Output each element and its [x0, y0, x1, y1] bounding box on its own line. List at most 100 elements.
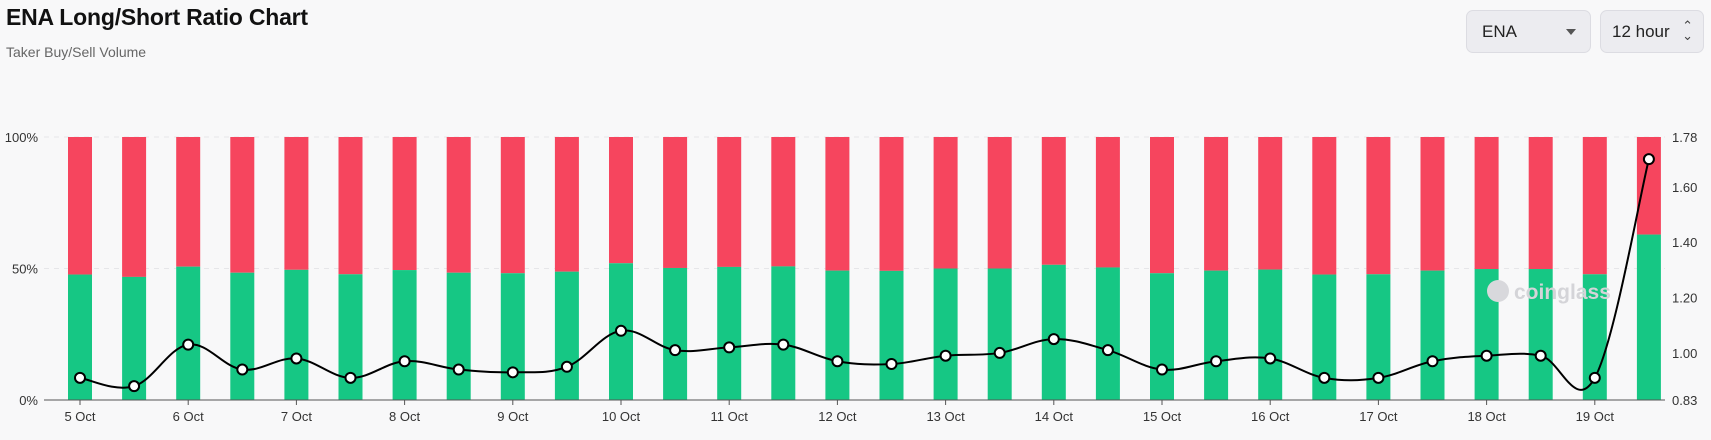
chart-axes: 0% 50% 100% 0.83 1.00 1.20 1.40 1.60 1.78 5 Oct 6 … [5, 130, 1698, 424]
ratio-point [1210, 355, 1223, 368]
x-tick-label: 13 Oct [926, 409, 965, 424]
bar-short [1041, 137, 1066, 265]
ratio-point [1101, 344, 1114, 357]
bar-long [1041, 264, 1066, 400]
bar-long [1204, 270, 1229, 400]
chart-subtitle: Taker Buy/Sell Volume [6, 44, 147, 60]
bar-short [392, 137, 417, 271]
bar-short [338, 137, 363, 275]
x-tick-label: 18 Oct [1467, 409, 1506, 424]
ratio-point [290, 352, 303, 365]
ratio-point [1372, 371, 1385, 384]
bar-short [1095, 137, 1120, 268]
chevron-down-icon [1566, 29, 1576, 35]
x-tick-label: 19 Oct [1576, 409, 1615, 424]
bar-long [1258, 269, 1283, 400]
bar-long [284, 269, 309, 400]
x-tick-label: 8 Oct [389, 409, 420, 424]
bar-long [825, 270, 850, 400]
bar-short [1312, 137, 1337, 275]
y-right-tick-label: 1.00 [1672, 346, 1697, 361]
bar-short [771, 137, 796, 267]
x-tick-label: 11 Oct [711, 409, 749, 424]
bar-long [230, 272, 255, 400]
coin-select[interactable]: ENA [1466, 10, 1591, 53]
bar-long [1095, 267, 1120, 400]
bar-long [446, 272, 471, 400]
bar-long [122, 276, 147, 400]
bar-short [717, 137, 742, 267]
y-right-tick-label: 0.83 [1672, 393, 1697, 408]
x-tick-label: 12 Oct [818, 409, 857, 424]
ratio-point [560, 360, 573, 373]
bar-short [879, 137, 904, 271]
x-tick-label: 14 Oct [1035, 409, 1074, 424]
bar-long [771, 266, 796, 400]
bar-short [609, 137, 633, 264]
bar-long [879, 270, 904, 400]
ratio-point [1426, 355, 1439, 368]
bar-short [284, 137, 309, 270]
ratio-line [79, 158, 1650, 391]
y-left-tick-label: 100% [5, 130, 39, 145]
ratio-point [1588, 371, 1601, 384]
ratio-point [1642, 153, 1655, 166]
bar-long [1420, 270, 1445, 400]
x-tick-label: 17 Oct [1359, 409, 1398, 424]
ratio-point [452, 363, 465, 376]
bar-long [554, 271, 579, 400]
ratio-point [182, 338, 195, 351]
chart-bars [68, 137, 1661, 400]
x-tick-label: 5 Oct [64, 409, 95, 424]
ratio-point [1264, 352, 1277, 365]
bar-short [1474, 137, 1499, 270]
sort-updown-icon: ⌃ ⌄ [1682, 18, 1693, 43]
ratio-point [1534, 349, 1547, 362]
ratio-point [236, 363, 249, 376]
bar-short [1636, 137, 1661, 235]
y-right-tick-label: 1.20 [1672, 291, 1697, 306]
ratio-point [831, 355, 844, 368]
bar-long [987, 268, 1012, 400]
ratio-point [344, 371, 357, 384]
y-left-tick-label: 0% [19, 393, 38, 408]
ratio-point [74, 371, 86, 384]
y-right-tick-label: 1.78 [1672, 130, 1697, 145]
ratio-point [723, 341, 736, 354]
interval-select[interactable]: 12 hour ⌃ ⌄ [1600, 10, 1704, 53]
ratio-line-group [74, 153, 1655, 393]
bar-short [1150, 137, 1174, 274]
ratio-point [128, 380, 141, 393]
bar-short [176, 137, 201, 267]
bar-short [500, 137, 525, 274]
bar-short [933, 137, 958, 269]
bar-long [717, 266, 742, 400]
interval-select-value: 12 hour [1612, 21, 1670, 41]
coin-select-value: ENA [1482, 21, 1517, 41]
watermark-text: coinglass [1514, 281, 1611, 304]
ratio-point [1047, 333, 1060, 346]
ratio-point [669, 344, 682, 357]
coinglass-logo-icon [1487, 280, 1509, 302]
ratio-point [1318, 371, 1331, 384]
bar-short [987, 137, 1012, 269]
bar-short [1204, 137, 1229, 271]
y-left-tick-label: 50% [12, 262, 38, 277]
y-right-tick-label: 1.60 [1672, 180, 1697, 195]
bar-long [500, 273, 525, 400]
bar-long [1150, 273, 1174, 400]
page-title: ENA Long/Short Ratio Chart [6, 4, 308, 30]
bar-short [68, 137, 92, 275]
coinglass-watermark: coinglass [1487, 280, 1611, 304]
bar-short [1366, 137, 1391, 275]
ratio-point [885, 358, 898, 371]
ratio-point [939, 349, 952, 362]
x-tick-label: 6 Oct [173, 409, 204, 424]
ratio-point [993, 346, 1006, 359]
ratio-point [1156, 363, 1168, 376]
x-tick-label: 15 Oct [1143, 409, 1182, 424]
bar-short [1258, 137, 1283, 270]
ratio-point [1480, 349, 1493, 362]
bar-long [1636, 234, 1661, 400]
